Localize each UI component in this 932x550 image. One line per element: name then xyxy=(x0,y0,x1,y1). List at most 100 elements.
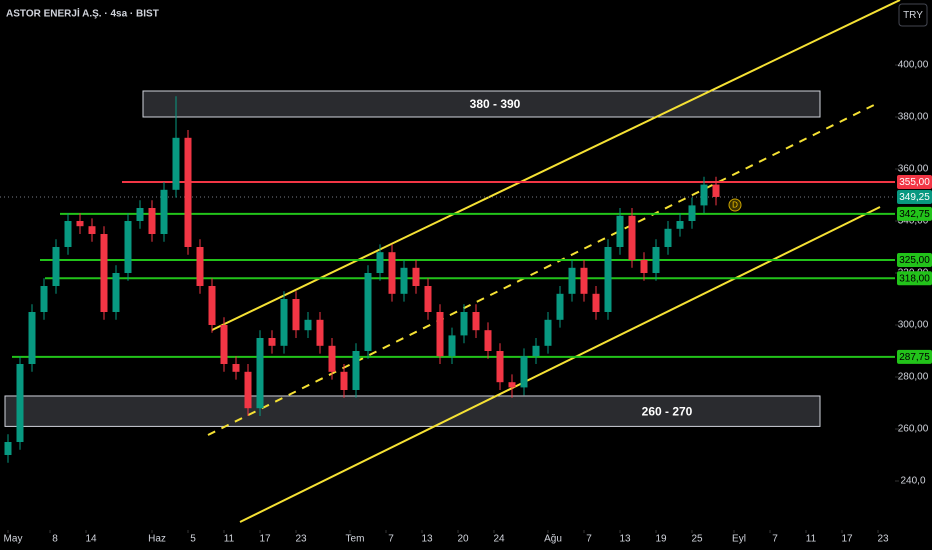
candle-body xyxy=(676,221,684,229)
zone-label: 380 - 390 xyxy=(470,97,521,111)
candle-body xyxy=(412,267,420,286)
candle-body xyxy=(712,184,720,197)
candle-body xyxy=(448,335,456,357)
y-tick-label: 300,00 xyxy=(898,320,929,331)
candle-body xyxy=(508,382,516,388)
channel-mid xyxy=(207,101,881,436)
candle-body xyxy=(544,319,552,346)
candle-body xyxy=(640,260,648,273)
candle-body xyxy=(64,221,72,247)
candle-body xyxy=(268,338,276,346)
candle-body xyxy=(568,267,576,294)
x-tick-label: Ağu xyxy=(544,534,562,545)
candle-body xyxy=(40,286,48,312)
candle-body xyxy=(688,205,696,221)
x-tick-label: 5 xyxy=(190,534,196,545)
candle-body xyxy=(376,252,384,273)
candle-body xyxy=(592,293,600,312)
candle-body xyxy=(520,356,528,388)
price-tag-label: 342,75 xyxy=(899,209,930,220)
x-tick-label: Haz xyxy=(148,534,166,545)
candle-body xyxy=(316,319,324,346)
candle-body xyxy=(472,312,480,331)
candle-body xyxy=(76,221,84,227)
y-tick-label: 360,00 xyxy=(898,164,929,175)
candle-body xyxy=(88,226,96,234)
x-tick-label: 8 xyxy=(52,534,58,545)
candle-body xyxy=(364,273,372,351)
x-tick-label: May xyxy=(4,534,23,545)
candle-body xyxy=(556,293,564,320)
candle-body xyxy=(16,364,24,442)
x-tick-label: 23 xyxy=(877,534,889,545)
candle-body xyxy=(292,299,300,331)
candle-body xyxy=(400,267,408,294)
candle-body xyxy=(172,137,180,190)
candle-body xyxy=(100,234,108,312)
candle-body xyxy=(196,247,204,286)
dividend-icon: D xyxy=(732,201,738,210)
candle-body xyxy=(136,208,144,221)
candle-body xyxy=(52,247,60,286)
candle-body xyxy=(184,137,192,247)
price-tag xyxy=(897,349,932,364)
x-tick-label: Eyl xyxy=(732,534,746,545)
x-tick-label: 7 xyxy=(772,534,778,545)
x-tick-label: 7 xyxy=(586,534,592,545)
x-tick-label: 19 xyxy=(655,534,667,545)
price-tag xyxy=(897,206,932,221)
candle-body xyxy=(244,371,252,409)
price-tag xyxy=(897,175,932,189)
x-tick-label: 25 xyxy=(691,534,703,545)
candle-body xyxy=(628,215,636,260)
x-tick-label: 24 xyxy=(493,534,505,545)
zone xyxy=(142,90,821,118)
dividend-marker[interactable] xyxy=(728,198,742,212)
candle-body xyxy=(436,312,444,357)
candle-body xyxy=(124,221,132,273)
candle-body xyxy=(304,319,312,331)
candle-body xyxy=(4,442,12,455)
channel-upper xyxy=(211,0,901,331)
y-tick-label: 340,00 xyxy=(898,216,929,227)
candle-body xyxy=(460,312,468,336)
candle-body xyxy=(256,338,264,409)
candle-body xyxy=(496,351,504,383)
y-tick-label: 260,00 xyxy=(898,424,929,435)
candle-body xyxy=(280,299,288,346)
price-tag-label: 355,00 xyxy=(899,177,930,188)
zone xyxy=(4,395,821,427)
candle-body xyxy=(664,228,672,247)
candle-body xyxy=(112,273,120,312)
candle-body xyxy=(616,215,624,247)
candle-body xyxy=(340,371,348,390)
candle-body xyxy=(580,267,588,294)
price-tag-label: 325,00 xyxy=(899,255,930,266)
x-tick-label: 7 xyxy=(388,534,394,545)
x-tick-label: 17 xyxy=(259,534,271,545)
candle-body xyxy=(328,345,336,372)
price-tag-label: 318,00 xyxy=(899,273,930,284)
candle-body xyxy=(220,325,228,364)
candle-body xyxy=(652,247,660,273)
x-tick-label: Tem xyxy=(346,534,365,545)
candle-body xyxy=(232,364,240,372)
price-tag-label: 349,25 xyxy=(899,192,930,203)
y-tick-label: 400,00 xyxy=(898,60,929,71)
x-tick-label: 14 xyxy=(85,534,97,545)
currency-button[interactable] xyxy=(898,3,928,27)
candle-body xyxy=(160,189,168,234)
candle-body xyxy=(28,312,36,364)
candle-body xyxy=(484,330,492,351)
candle-body xyxy=(352,351,360,390)
price-tag-label: 287,75 xyxy=(899,352,930,363)
price-tag xyxy=(897,189,932,204)
y-tick-label: 280,00 xyxy=(898,372,929,383)
price-tag xyxy=(897,253,932,267)
x-tick-label: 17 xyxy=(841,534,853,545)
y-tick-label: 240,0 xyxy=(900,476,925,487)
y-tick-label: 380,00 xyxy=(898,112,929,123)
price-tag xyxy=(897,271,932,286)
x-tick-label: 20 xyxy=(457,534,469,545)
